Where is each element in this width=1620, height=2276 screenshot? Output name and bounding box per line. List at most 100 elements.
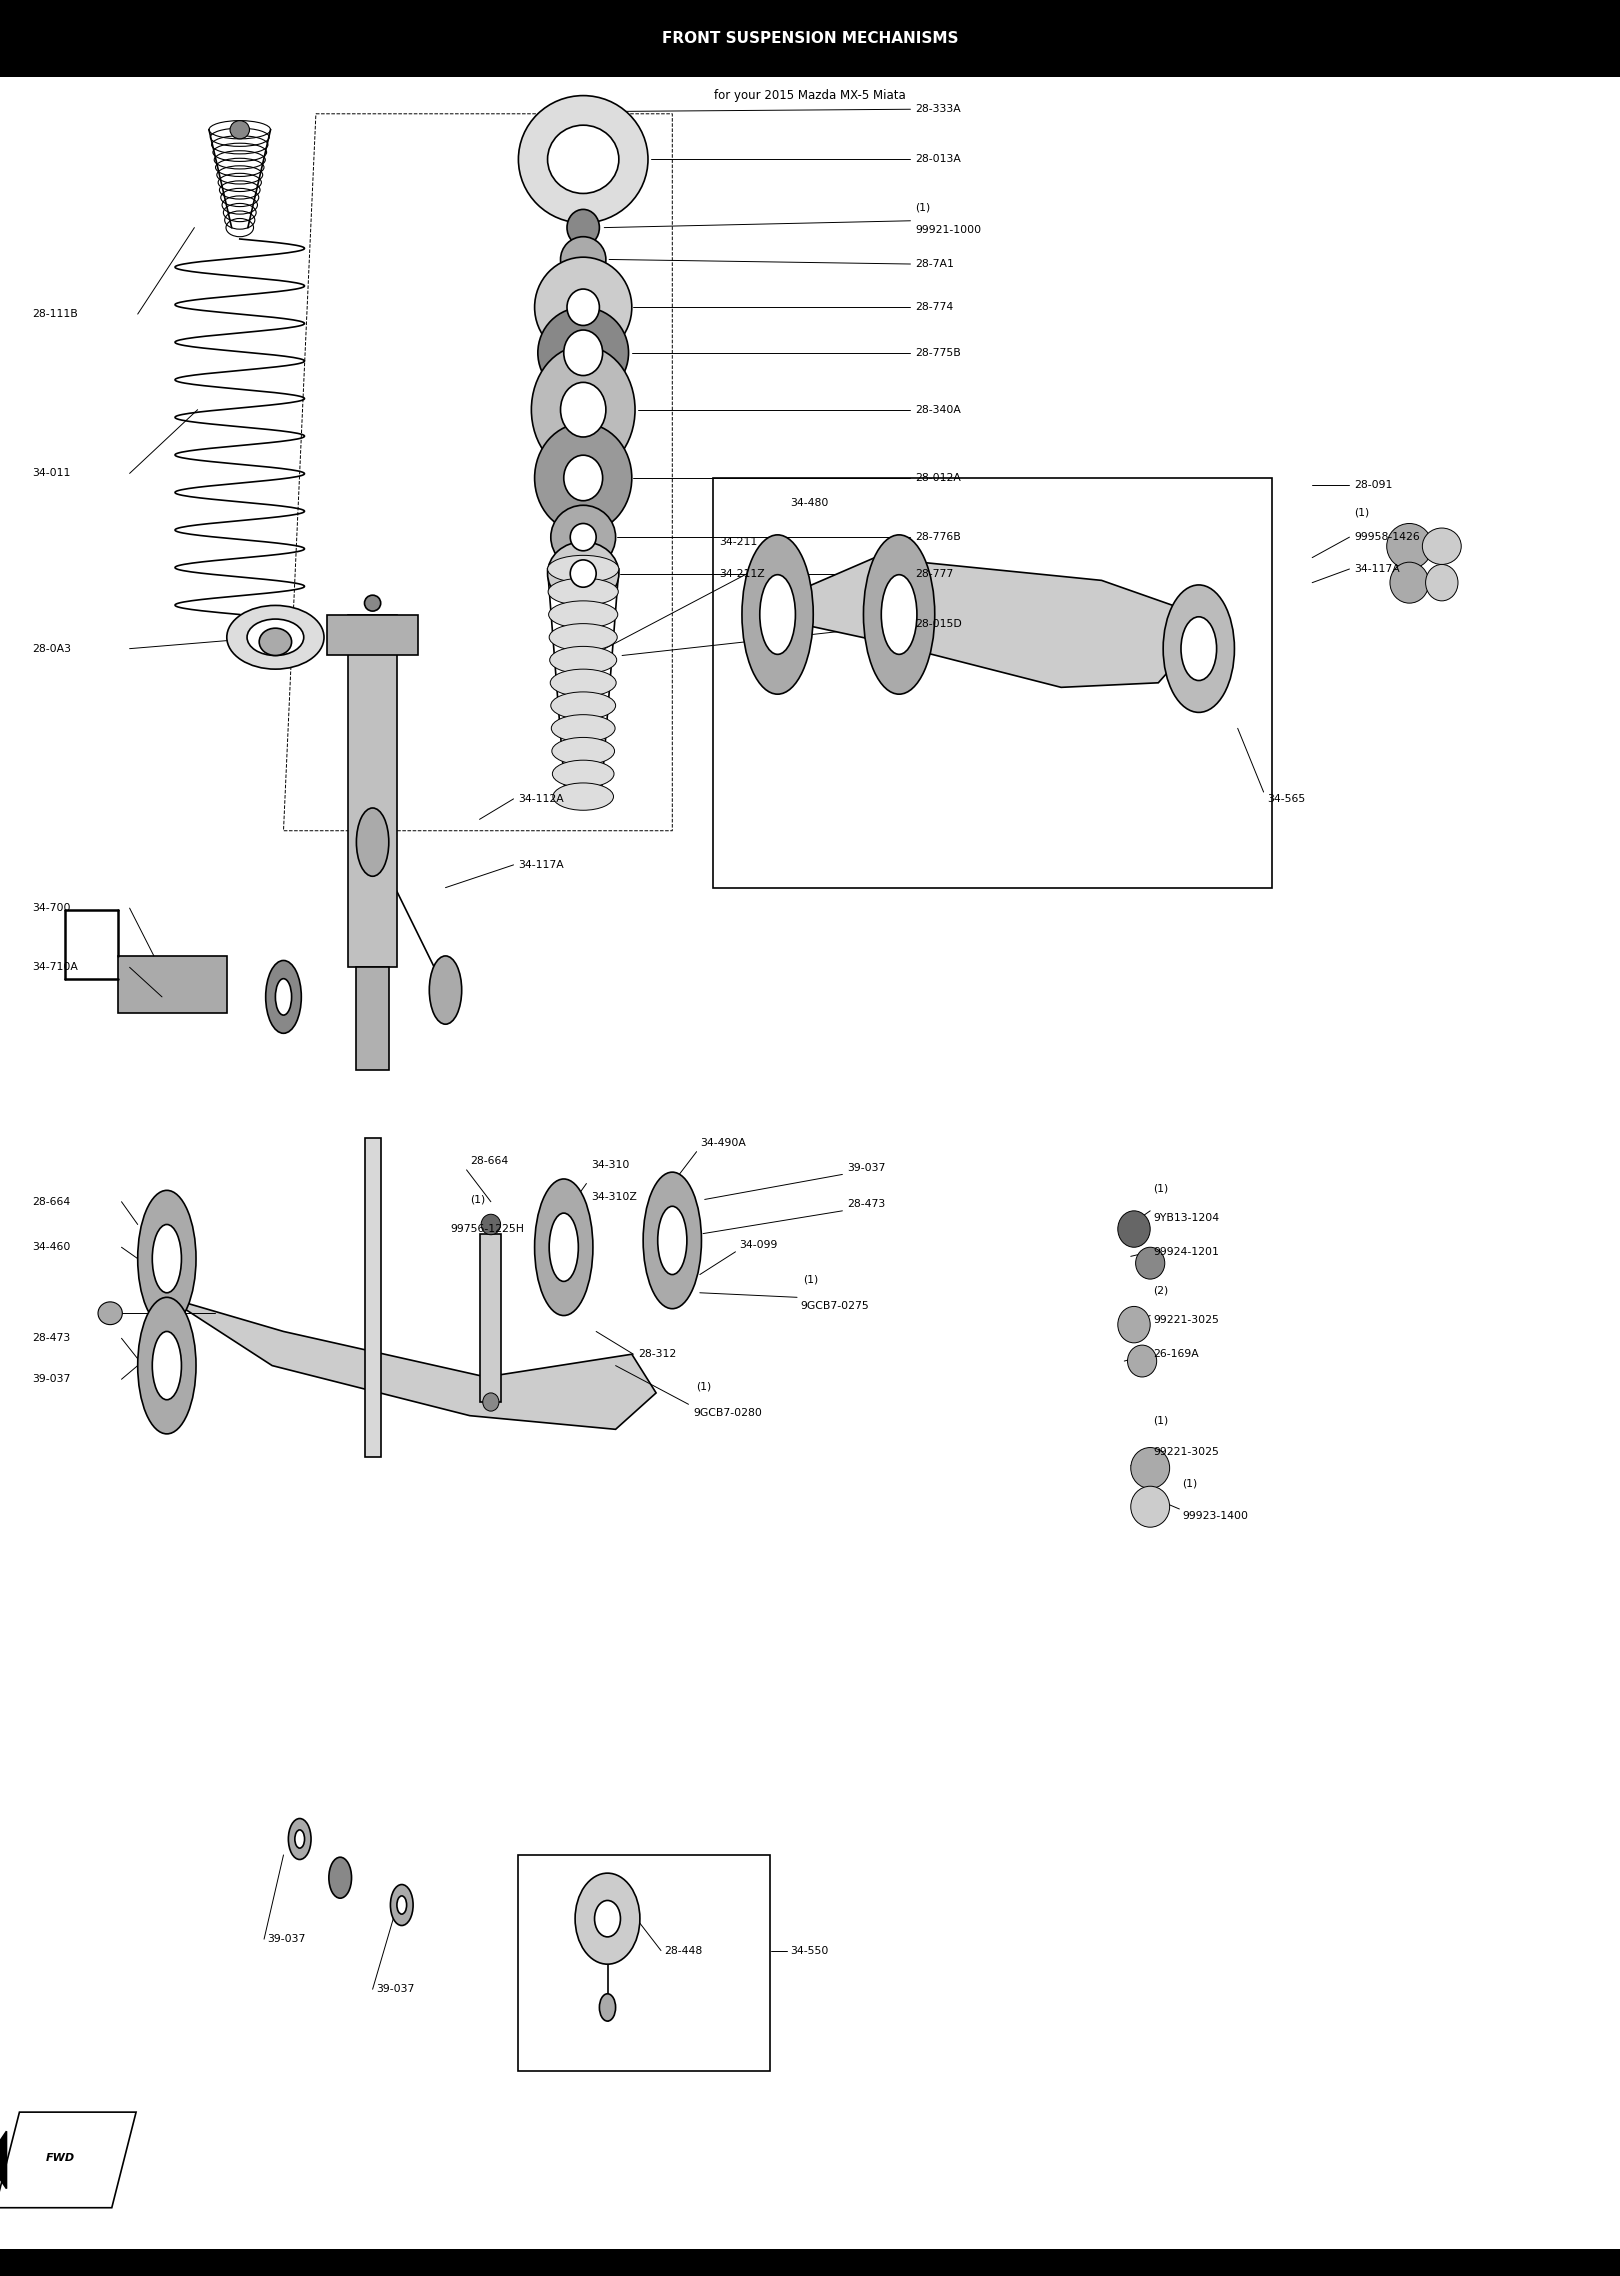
Text: 28-473: 28-473 xyxy=(32,1334,71,1343)
Ellipse shape xyxy=(1390,562,1429,603)
Text: 34-460: 34-460 xyxy=(32,1243,71,1252)
Ellipse shape xyxy=(549,624,617,651)
Ellipse shape xyxy=(551,715,616,742)
Ellipse shape xyxy=(548,578,619,605)
Text: (1): (1) xyxy=(1354,508,1369,517)
Bar xyxy=(0,2249,1620,2276)
Text: (1): (1) xyxy=(915,203,930,212)
Text: 99924-1201: 99924-1201 xyxy=(1153,1247,1220,1256)
Text: 34-490A: 34-490A xyxy=(700,1138,745,1147)
Ellipse shape xyxy=(643,1172,701,1309)
Text: 28-473: 28-473 xyxy=(847,1199,886,1209)
Polygon shape xyxy=(770,558,1199,687)
Ellipse shape xyxy=(152,1224,181,1293)
Ellipse shape xyxy=(1131,1486,1170,1527)
Text: (1): (1) xyxy=(470,1195,484,1204)
Ellipse shape xyxy=(535,423,632,533)
Ellipse shape xyxy=(549,646,617,674)
Ellipse shape xyxy=(548,555,619,583)
Text: 34-011: 34-011 xyxy=(32,469,71,478)
Ellipse shape xyxy=(549,601,617,628)
Text: for your 2015 Mazda MX-5 Miata: for your 2015 Mazda MX-5 Miata xyxy=(714,89,906,102)
Text: 28-664: 28-664 xyxy=(32,1197,71,1206)
Ellipse shape xyxy=(599,1994,616,2021)
Ellipse shape xyxy=(1387,523,1432,569)
Polygon shape xyxy=(167,1297,656,1429)
Text: 28-664: 28-664 xyxy=(470,1156,509,1165)
Ellipse shape xyxy=(1128,1345,1157,1377)
Ellipse shape xyxy=(230,121,249,139)
Ellipse shape xyxy=(881,576,917,655)
Ellipse shape xyxy=(248,619,305,655)
Text: 99958-1426: 99958-1426 xyxy=(1354,533,1421,542)
Text: FWD: FWD xyxy=(45,2153,75,2162)
Text: 28-312: 28-312 xyxy=(638,1350,677,1359)
Ellipse shape xyxy=(760,576,795,655)
Ellipse shape xyxy=(1422,528,1461,564)
Text: 9GCB7-0275: 9GCB7-0275 xyxy=(800,1302,868,1311)
Text: 39-037: 39-037 xyxy=(376,1985,415,1994)
Ellipse shape xyxy=(1163,585,1234,712)
Text: 28-012A: 28-012A xyxy=(915,473,961,483)
Ellipse shape xyxy=(551,692,616,719)
Text: 9GCB7-0280: 9GCB7-0280 xyxy=(693,1409,763,1418)
Text: 28-340A: 28-340A xyxy=(915,405,961,414)
Polygon shape xyxy=(0,2130,6,2190)
Text: 39-037: 39-037 xyxy=(267,1935,306,1944)
Bar xyxy=(364,1138,381,1457)
Ellipse shape xyxy=(518,96,648,223)
Ellipse shape xyxy=(259,628,292,655)
Ellipse shape xyxy=(551,505,616,569)
Text: (1): (1) xyxy=(804,1275,818,1284)
Ellipse shape xyxy=(364,596,381,612)
Ellipse shape xyxy=(152,1331,181,1400)
Ellipse shape xyxy=(570,523,596,551)
Bar xyxy=(480,1234,501,1402)
Ellipse shape xyxy=(1118,1211,1150,1247)
Bar xyxy=(518,1855,770,2071)
Ellipse shape xyxy=(538,307,629,398)
Text: 34-550: 34-550 xyxy=(791,1946,829,1955)
Text: 28-015D: 28-015D xyxy=(915,619,962,628)
Ellipse shape xyxy=(1118,1306,1150,1343)
Text: 9YB13-1204: 9YB13-1204 xyxy=(1153,1213,1220,1222)
Text: FRONT SUSPENSION MECHANISMS: FRONT SUSPENSION MECHANISMS xyxy=(661,32,959,46)
Polygon shape xyxy=(0,2112,136,2208)
Bar xyxy=(348,615,397,967)
Text: 99221-3025: 99221-3025 xyxy=(1153,1448,1220,1457)
Text: 28-7A1: 28-7A1 xyxy=(915,259,954,269)
Ellipse shape xyxy=(97,1302,123,1325)
Ellipse shape xyxy=(549,1213,578,1281)
Ellipse shape xyxy=(531,346,635,473)
Text: 34-117A: 34-117A xyxy=(1354,564,1400,574)
Text: 34-211: 34-211 xyxy=(719,537,758,546)
Ellipse shape xyxy=(564,455,603,501)
Text: 39-037: 39-037 xyxy=(32,1375,71,1384)
Ellipse shape xyxy=(567,289,599,325)
Ellipse shape xyxy=(561,237,606,282)
Ellipse shape xyxy=(564,330,603,376)
Bar xyxy=(713,478,1272,888)
Ellipse shape xyxy=(138,1190,196,1327)
Text: (2): (2) xyxy=(1153,1286,1168,1295)
Ellipse shape xyxy=(1181,617,1217,681)
Ellipse shape xyxy=(561,382,606,437)
Ellipse shape xyxy=(535,257,632,357)
Text: 28-774: 28-774 xyxy=(915,303,954,312)
Ellipse shape xyxy=(295,1830,305,1848)
Ellipse shape xyxy=(429,956,462,1024)
Ellipse shape xyxy=(570,560,596,587)
Ellipse shape xyxy=(481,1215,501,1234)
Text: (1): (1) xyxy=(1153,1416,1168,1425)
Text: 39-037: 39-037 xyxy=(847,1163,886,1172)
Text: 99923-1400: 99923-1400 xyxy=(1183,1511,1249,1520)
Ellipse shape xyxy=(1136,1247,1165,1279)
Text: 28-091: 28-091 xyxy=(1354,480,1393,489)
Text: 34-480: 34-480 xyxy=(791,498,829,508)
Ellipse shape xyxy=(1426,564,1458,601)
Ellipse shape xyxy=(138,1297,196,1434)
Text: (1): (1) xyxy=(697,1382,711,1391)
Ellipse shape xyxy=(548,542,619,605)
Bar xyxy=(327,615,418,655)
Ellipse shape xyxy=(567,209,599,246)
